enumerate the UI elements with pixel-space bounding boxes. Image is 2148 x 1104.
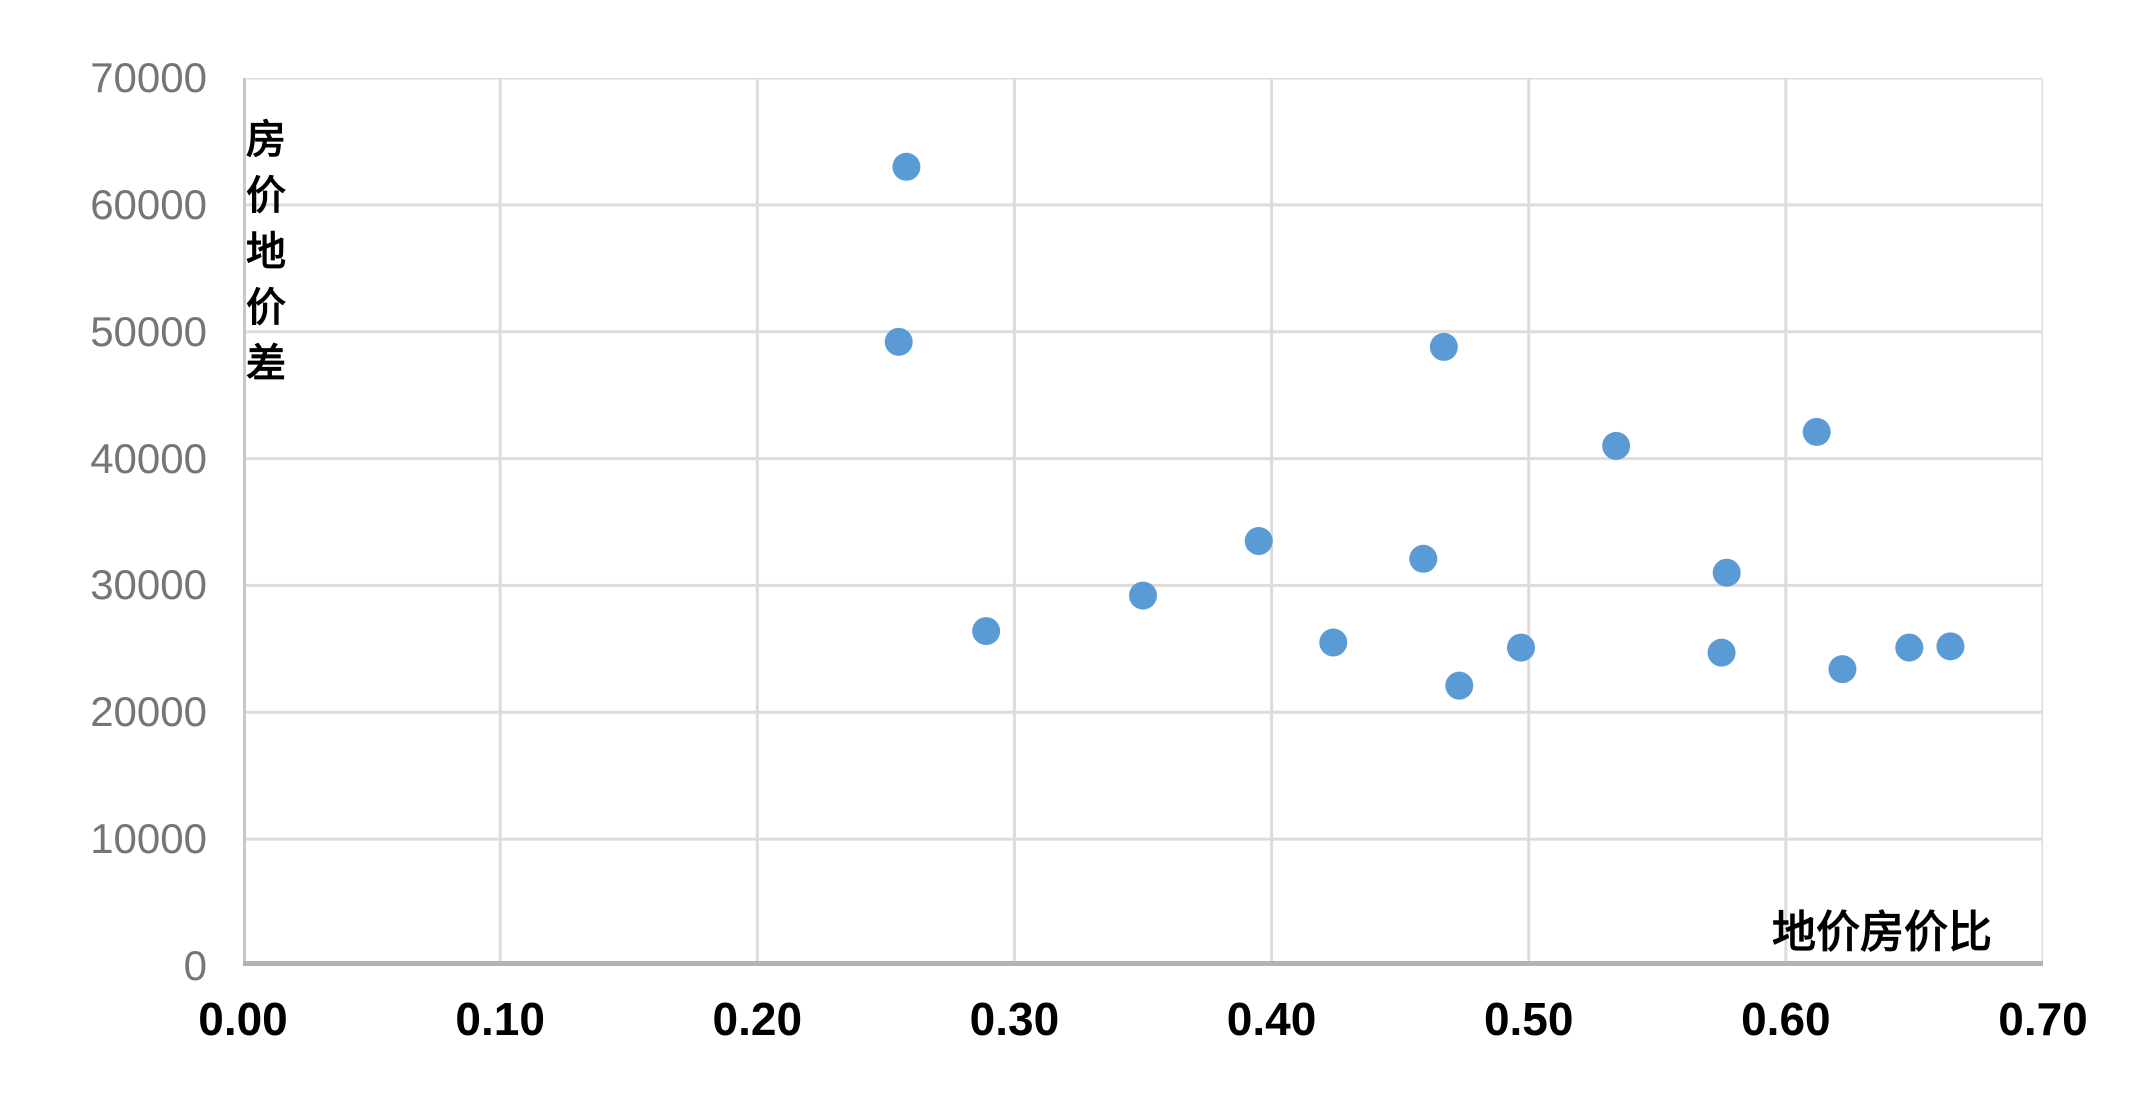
y-tick-label: 10000 xyxy=(90,815,207,863)
x-tick-label: 0.40 xyxy=(1226,993,1317,1045)
y-tick-label: 60000 xyxy=(90,180,207,228)
data-point xyxy=(1602,431,1631,460)
data-point xyxy=(1429,332,1458,361)
data-point xyxy=(1409,544,1438,573)
y-tick-label: 50000 xyxy=(90,307,207,355)
data-point xyxy=(1244,527,1273,556)
x-tick-label: 0.70 xyxy=(1998,993,2088,1045)
data-point xyxy=(1445,671,1474,700)
data-point xyxy=(1507,633,1535,662)
data-point xyxy=(1828,655,1857,684)
data-point xyxy=(1802,417,1831,446)
data-point xyxy=(1895,633,1924,662)
y-tick-label: 0 xyxy=(183,942,207,989)
x-tick-label: 0.60 xyxy=(1741,993,1831,1045)
data-point xyxy=(1936,632,1965,661)
x-tick-label: 0.20 xyxy=(712,993,803,1045)
data-point xyxy=(972,617,1001,646)
x-axis-title: 地价房价比 xyxy=(1772,908,1992,957)
data-point xyxy=(1319,628,1348,657)
x-tick-label: 0.10 xyxy=(455,993,545,1045)
plot-area xyxy=(243,78,2043,966)
y-tick-label: 20000 xyxy=(90,688,207,736)
x-tick-label: 0.30 xyxy=(969,993,1060,1045)
y-tick-label: 70000 xyxy=(90,54,207,101)
y-tick-label: 40000 xyxy=(90,434,207,482)
data-point xyxy=(884,327,913,356)
x-tick-label: 0.50 xyxy=(1483,993,1574,1045)
data-point xyxy=(1129,581,1157,610)
x-tick-label: 0.00 xyxy=(198,993,288,1045)
data-point xyxy=(892,152,921,181)
y-tick-label: 30000 xyxy=(90,561,207,609)
data-point xyxy=(1712,558,1741,587)
y-axis-title: 房 价 地 价 差 xyxy=(246,118,286,386)
data-point xyxy=(1707,638,1736,667)
